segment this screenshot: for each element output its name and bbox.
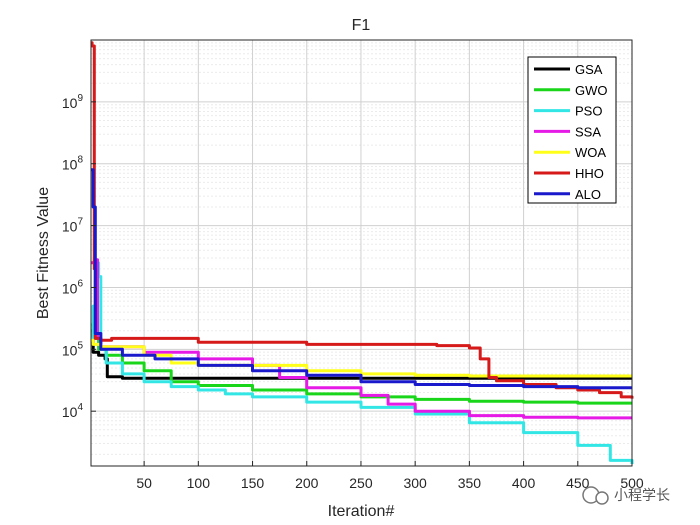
legend-label-hho: HHO <box>575 166 604 181</box>
y-tick-label: 104 <box>62 402 84 420</box>
x-tick-label: 350 <box>458 475 482 491</box>
chart-title: F1 <box>352 17 371 34</box>
plot-frame <box>90 39 633 467</box>
y-tick-label: 109 <box>62 93 84 111</box>
series-line-alo <box>91 168 632 390</box>
legend: GSA GWO PSO SSA WOA HHO ALO <box>527 56 617 204</box>
x-tick-label: 400 <box>512 475 536 491</box>
x-tick-label: 100 <box>187 475 211 491</box>
x-tick-label: 450 <box>566 475 590 491</box>
y-tick-label: 106 <box>62 278 84 296</box>
y-tick-label: 105 <box>62 340 84 358</box>
legend-label-pso: PSO <box>575 104 602 119</box>
legend-label-gsa: GSA <box>575 62 603 77</box>
y-axis-label: Best Fitness Value <box>35 187 52 319</box>
legend-label-alo: ALO <box>575 187 601 202</box>
x-tick-label: 250 <box>349 475 373 491</box>
chat-bubble-icon-small <box>595 491 609 505</box>
legend-label-woa: WOA <box>575 145 606 160</box>
x-tick-label: 500 <box>620 475 644 491</box>
series-layer <box>90 41 634 464</box>
watermark: 小程学长 <box>582 486 670 505</box>
legend-label-gwo: GWO <box>575 83 608 98</box>
watermark-text: 小程学长 <box>614 487 670 503</box>
x-tick-label: 50 <box>136 475 152 491</box>
y-tick-label: 107 <box>62 217 84 235</box>
ticks: 104 105 106 107 108 109 50 100 150 200 250 300 350 40… <box>62 93 644 491</box>
x-tick-label: 300 <box>403 475 427 491</box>
x-tick-label: 200 <box>295 475 319 491</box>
x-axis-label: Iteration# <box>328 503 395 520</box>
x-tick-label: 150 <box>241 475 265 491</box>
y-tick-label: 108 <box>62 155 84 173</box>
legend-label-ssa: SSA <box>575 124 601 139</box>
series-line-pso <box>91 261 634 464</box>
